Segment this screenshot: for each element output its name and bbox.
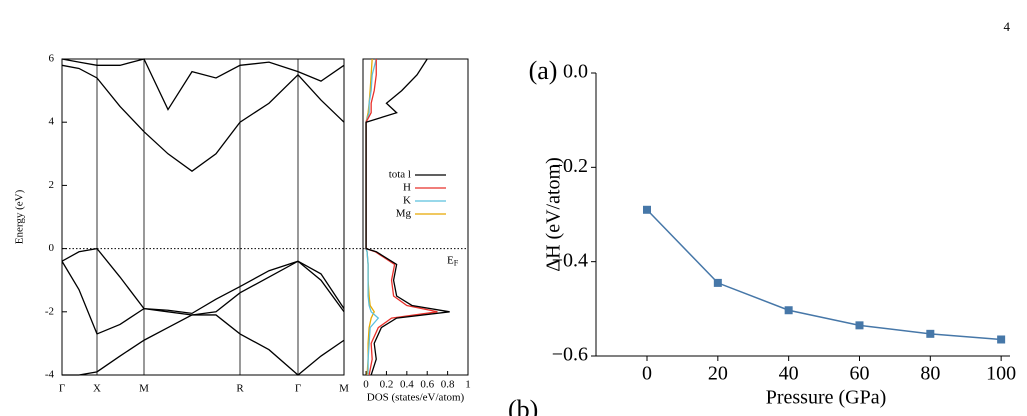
data-point xyxy=(926,329,935,338)
y-tick-label: -2 xyxy=(45,305,54,317)
fermi-label-main: E xyxy=(447,254,454,266)
dos-line xyxy=(365,58,450,376)
x-tick-label: 1 xyxy=(465,379,471,391)
y-tick-label: 0 xyxy=(49,242,55,254)
x-tick-label: R xyxy=(236,383,244,395)
x-tick-label: Γ xyxy=(59,383,65,395)
x-tick-label: 0.8 xyxy=(441,379,455,391)
y-tick-label: 4 xyxy=(49,116,55,128)
x-tick-label: 100 xyxy=(986,363,1016,385)
x-tick-label: 0 xyxy=(642,363,652,385)
x-tick-label: 0.4 xyxy=(400,379,414,391)
band-line xyxy=(61,247,345,315)
x-tick-label: 20 xyxy=(708,363,728,385)
x-tick-label: 60 xyxy=(849,363,869,385)
data-line xyxy=(646,209,1002,341)
legend-label: H xyxy=(403,182,411,194)
data-point xyxy=(855,321,864,330)
y-tick-label: 6 xyxy=(49,53,55,65)
y-tick-label: 2 xyxy=(49,179,55,191)
x-tick-label: 0.2 xyxy=(380,379,394,391)
legend-label: K xyxy=(403,195,411,207)
data-point xyxy=(642,205,651,214)
y-tick-label: 0.0 xyxy=(563,61,588,83)
band-line xyxy=(61,260,345,335)
plot-frame xyxy=(362,58,469,376)
y-axis-label: ΔH (eV/atom) xyxy=(543,157,565,272)
y-tick-label: -4 xyxy=(45,369,55,381)
dos-line xyxy=(365,58,380,375)
x-tick-label: X xyxy=(93,383,101,395)
band-line xyxy=(62,314,345,376)
y-axis-label: Energy (eV) xyxy=(14,189,26,244)
fermi-label-sub: F xyxy=(454,258,459,267)
legend-label: tota l xyxy=(389,169,411,181)
y-tick-label: −0.4 xyxy=(552,249,588,271)
fermi-label: EF xyxy=(447,254,459,267)
y-tick-label: −0.2 xyxy=(552,155,588,177)
data-point xyxy=(997,335,1006,344)
x-tick-label: 0.6 xyxy=(420,379,434,391)
data-point xyxy=(713,278,722,287)
x-tick-label: 0 xyxy=(363,379,369,391)
x-tick-label: Γ xyxy=(295,383,301,395)
chart-title: (a) xyxy=(529,56,558,85)
x-axis-label: DOS (states/eV/atom) xyxy=(367,392,465,404)
y-tick-label: −0.6 xyxy=(552,344,588,366)
x-tick-label: 80 xyxy=(920,363,940,385)
x-axis-label: Pressure (GPa) xyxy=(766,387,887,409)
x-tick-label: 40 xyxy=(779,363,799,385)
x-tick-label: M xyxy=(339,383,349,395)
data-point xyxy=(784,306,793,315)
cut-label: (b) xyxy=(508,395,538,416)
x-tick-label: M xyxy=(139,383,149,395)
plot-frame xyxy=(61,58,345,376)
page-number: 4 xyxy=(1004,19,1011,34)
band-line xyxy=(61,64,345,172)
legend-label: Mg xyxy=(396,208,412,220)
band-line xyxy=(61,58,345,111)
